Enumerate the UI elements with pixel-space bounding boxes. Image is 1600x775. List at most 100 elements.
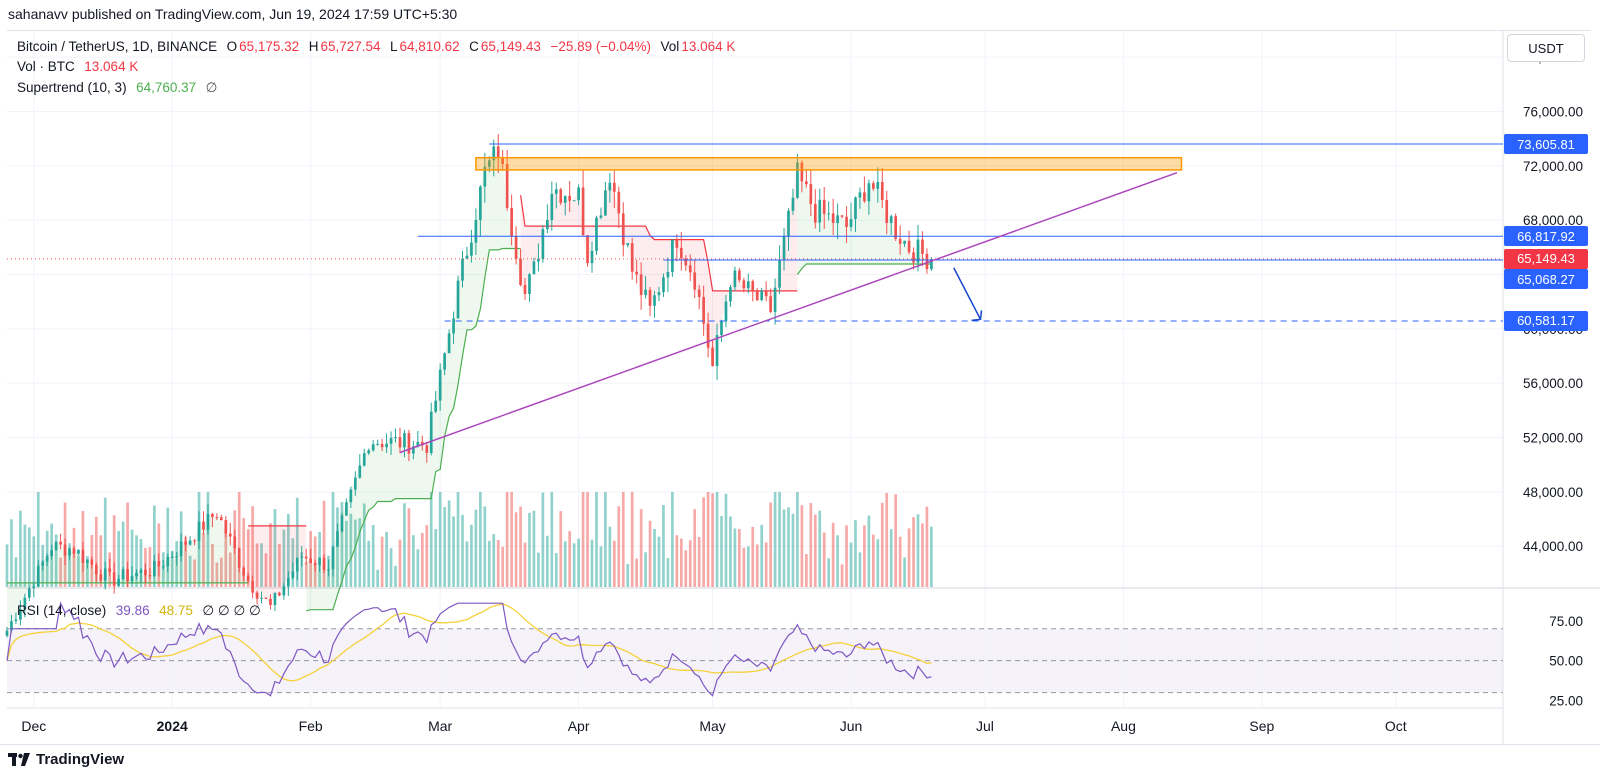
volume-bar (693, 509, 697, 587)
candle-body (322, 557, 326, 571)
candle-body (541, 229, 545, 260)
candle-body (255, 592, 259, 599)
candle-body (800, 162, 804, 182)
candle-body (54, 541, 58, 551)
supertrend-legend[interactable]: Supertrend (10, 3) 64,760.37 ∅ (17, 80, 219, 96)
volume-bar (353, 519, 357, 587)
candle-body (139, 569, 143, 573)
price-tag: 66,817.92 (1504, 226, 1588, 247)
candle-body (264, 597, 268, 599)
time-tick-label: Aug (1111, 718, 1136, 734)
candle-body (514, 236, 518, 259)
candle-body (621, 213, 625, 246)
candle-body (639, 274, 643, 296)
volume-bar (206, 492, 210, 587)
volume-bar (581, 492, 585, 587)
candle-body (63, 544, 67, 556)
volume-bar (389, 548, 393, 587)
volume-bar (577, 538, 580, 587)
rsi-ma-value: 48.75 (159, 603, 193, 618)
candle-body (175, 556, 179, 558)
currency-selector[interactable]: USDT (1507, 34, 1585, 62)
volume-label: Vol (660, 39, 680, 54)
candle-body (72, 548, 76, 554)
volume-bar (840, 564, 844, 587)
candle-body (202, 521, 205, 530)
candle-body (81, 549, 85, 563)
candle-body (626, 243, 630, 246)
volume-bar (849, 542, 853, 587)
symbol-legend[interactable]: Bitcoin / TetherUS, 1D, BINANCE O 65,175.… (17, 39, 737, 54)
candle-body (751, 281, 755, 291)
volume-bar (621, 492, 625, 587)
candle-body (86, 559, 89, 563)
volume-bar (237, 492, 241, 587)
volume-bar (510, 492, 513, 587)
volume-bar (412, 535, 415, 587)
candle-body (282, 586, 286, 596)
volume-bar (14, 557, 18, 587)
candle-body (23, 597, 27, 610)
candle-body (380, 443, 384, 448)
candle-body (813, 203, 817, 223)
volume-bar (211, 543, 214, 587)
volume-bar (604, 492, 607, 587)
volume-bar (872, 534, 875, 587)
candle-body (32, 586, 36, 589)
rsi-legend[interactable]: RSI (14, close) 39.86 48.75 ∅ ∅ ∅ ∅ (17, 603, 263, 619)
rsi-options-icons[interactable]: ∅ ∅ ∅ ∅ (202, 603, 261, 618)
volume-bar (916, 514, 920, 587)
candle-body (407, 433, 411, 454)
candle-body (353, 477, 357, 490)
time-tick-label: Apr (568, 718, 590, 734)
candle-body (858, 192, 862, 198)
volume-bar (496, 540, 500, 587)
candle-body (760, 290, 764, 301)
hide-icon[interactable]: ∅ (205, 80, 218, 95)
volume-bar (425, 525, 429, 587)
volume-bar (273, 509, 277, 587)
chart-frame[interactable] (7, 30, 1591, 743)
candle-body (492, 146, 496, 161)
candle-body (474, 220, 478, 243)
candle-body (590, 250, 594, 264)
volume-legend[interactable]: Vol · BTC 13.064 K (17, 59, 140, 74)
candle-body (532, 261, 536, 275)
volume-bar (635, 558, 638, 587)
volume-bar (746, 546, 750, 587)
volume-bar (434, 529, 438, 587)
candle-body (197, 521, 201, 542)
candle-body (778, 260, 781, 288)
volume-bar (438, 492, 442, 587)
volume-bar (103, 497, 107, 587)
volume-bar (376, 569, 379, 587)
candle-body (505, 163, 509, 208)
candle-body (90, 559, 94, 565)
volume-bar (470, 524, 473, 587)
rsi-ma-line (6, 603, 932, 682)
volume-bar (921, 523, 924, 587)
volume-bar (586, 492, 589, 587)
candle-body (773, 287, 777, 312)
candle-body (112, 572, 116, 586)
tradingview-logo[interactable]: TradingView (8, 751, 124, 768)
volume-bar (813, 514, 817, 587)
volume-bar (465, 541, 469, 587)
candle-body (228, 533, 232, 537)
candle-body (94, 564, 98, 575)
volume-bar (550, 492, 554, 587)
volume-bar (447, 500, 451, 587)
candle-body (313, 563, 317, 566)
candle-body (487, 160, 491, 167)
volume-bar (778, 492, 781, 587)
volume-bar (519, 506, 522, 587)
price-chart[interactable]: 44,000.0048,000.0052,000.0056,000.0060,0… (0, 0, 1600, 744)
candle-body (733, 270, 737, 288)
volume-bar (880, 502, 884, 587)
candle-body (215, 517, 219, 519)
publisher-caption: sahanavv published on TradingView.com, J… (8, 6, 458, 22)
candle-body (930, 258, 933, 270)
candle-body (840, 215, 844, 217)
volume-bar (295, 497, 299, 587)
candle-body (291, 571, 295, 578)
